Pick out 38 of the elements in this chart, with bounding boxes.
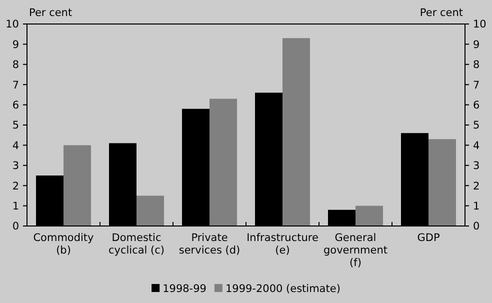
y-tick-label: 1 [12,200,19,212]
legend-label: 1999-2000 (estimate) [225,283,340,295]
y-axis-title: Per cent [29,7,72,19]
y2-tick-label: 9 [473,38,480,51]
y2-tick-label: 4 [473,140,480,152]
y-tick-label: 2 [12,180,19,192]
y-tick-label: 7 [12,79,19,92]
y2-tick-label: 0 [473,220,480,233]
y2-tick-label: 2 [473,180,480,192]
bar [356,206,383,226]
y-tick-label: 6 [12,99,20,112]
x-tick-label: General government (f) [323,232,388,270]
x-tick-label: Private services (d) [178,232,240,257]
bar [210,98,237,226]
y2-tick-label: 3 [473,160,480,172]
y-tick-label: 3 [12,160,19,172]
x-tick-label: Infrastructure (e) [246,232,318,257]
y-tick-label: 9 [12,38,19,51]
y2-tick-label: 8 [473,59,480,72]
y2-tick-label: 6 [473,99,480,112]
y-tick-label: 4 [12,140,20,152]
bar [282,38,310,226]
y2-tick-label: 1 [473,200,480,212]
y-tick-label: 0 [12,220,19,233]
y2-tick-label: 7 [473,79,480,92]
y-tick-label: 10 [6,18,19,31]
bar [64,145,91,226]
bar [428,139,456,226]
y-tick-label: 8 [12,59,19,72]
legend-label: 1998-99 [162,283,206,295]
y-tick-label: 5 [12,120,19,132]
x-tick-label: GDP [417,232,440,244]
x-tick-label: Commodity (b) [33,232,94,257]
y2-tick-label: 10 [473,18,486,31]
x-tick-label: Domestic cyclical (c) [108,232,165,257]
y2-axis-title: Per cent [420,7,463,19]
bar [136,196,164,226]
y2-tick-label: 5 [473,120,480,132]
